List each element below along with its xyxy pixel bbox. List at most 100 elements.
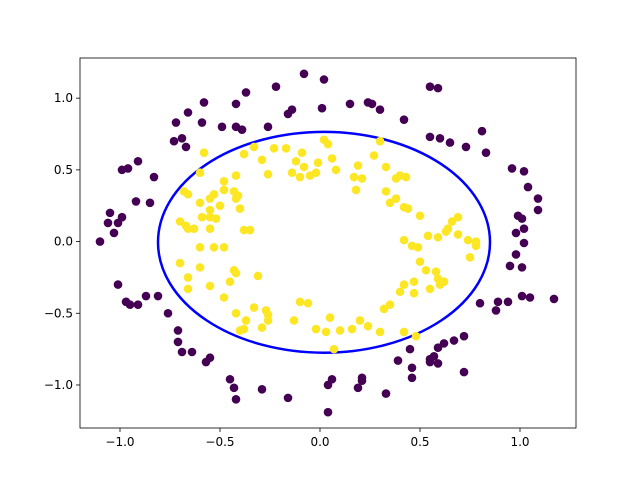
data-point-class-0 xyxy=(481,148,491,157)
data-point-class-0 xyxy=(183,108,193,117)
data-point-class-0 xyxy=(533,205,543,215)
data-point-class-0 xyxy=(549,294,559,304)
y-tick-label: 1.0 xyxy=(54,91,73,105)
data-point-class-1 xyxy=(189,224,199,233)
data-point-class-1 xyxy=(355,316,365,325)
data-point-class-1 xyxy=(447,217,457,226)
data-point-class-0 xyxy=(533,194,543,203)
data-point-class-1 xyxy=(219,243,229,252)
data-point-class-1 xyxy=(245,225,255,235)
data-point-class-1 xyxy=(311,324,321,334)
data-point-class-1 xyxy=(347,324,357,334)
data-point-class-0 xyxy=(319,75,329,84)
data-point-class-0 xyxy=(375,105,385,114)
data-point-class-0 xyxy=(511,228,521,238)
data-point-class-0 xyxy=(201,357,211,367)
data-point-class-1 xyxy=(263,316,273,325)
data-point-class-0 xyxy=(525,293,535,302)
data-point-class-1 xyxy=(399,202,409,212)
y-tick-label: −1.0 xyxy=(44,378,73,392)
data-point-class-1 xyxy=(375,327,385,337)
data-point-class-0 xyxy=(511,250,521,259)
data-point-class-1 xyxy=(239,149,249,159)
data-point-class-1 xyxy=(399,327,409,337)
data-point-class-0 xyxy=(381,389,391,398)
data-point-class-0 xyxy=(197,118,207,127)
data-point-class-1 xyxy=(423,231,433,241)
data-point-class-0 xyxy=(407,363,417,373)
data-point-class-0 xyxy=(475,298,485,308)
data-point-class-1 xyxy=(175,217,185,226)
x-tick-label: 0.5 xyxy=(410,435,429,449)
data-point-class-0 xyxy=(519,224,529,233)
data-point-class-0 xyxy=(177,347,187,357)
data-point-class-0 xyxy=(461,142,471,152)
data-point-class-0 xyxy=(133,156,143,166)
data-point-class-1 xyxy=(463,235,473,245)
data-point-class-0 xyxy=(217,122,227,132)
data-point-class-1 xyxy=(415,211,425,221)
data-point-class-1 xyxy=(363,321,373,331)
data-point-class-0 xyxy=(425,82,435,91)
data-point-class-1 xyxy=(391,194,401,203)
data-point-class-1 xyxy=(233,191,243,200)
data-point-class-1 xyxy=(431,267,441,276)
data-point-class-0 xyxy=(407,373,417,383)
data-point-class-0 xyxy=(231,99,241,109)
data-point-class-1 xyxy=(411,331,421,341)
data-point-class-0 xyxy=(323,380,333,390)
data-point-class-1 xyxy=(183,273,193,282)
data-point-class-1 xyxy=(435,280,445,289)
data-point-class-1 xyxy=(295,297,305,307)
data-point-class-1 xyxy=(415,257,425,266)
data-point-class-1 xyxy=(425,284,435,294)
data-point-class-1 xyxy=(305,171,315,180)
data-point-class-0 xyxy=(519,166,529,176)
data-point-class-1 xyxy=(219,177,229,186)
data-point-class-0 xyxy=(141,291,151,301)
data-point-class-1 xyxy=(239,225,249,235)
data-point-class-1 xyxy=(209,243,219,252)
data-point-class-0 xyxy=(433,83,443,93)
data-point-class-0 xyxy=(241,88,251,97)
data-point-class-0 xyxy=(123,164,133,173)
data-point-class-0 xyxy=(121,297,131,307)
data-point-class-1 xyxy=(205,205,215,215)
data-point-class-0 xyxy=(523,182,533,192)
data-point-class-0 xyxy=(149,172,159,182)
data-point-class-0 xyxy=(231,395,241,404)
data-point-class-1 xyxy=(175,258,185,268)
data-point-class-1 xyxy=(205,194,215,203)
data-point-class-1 xyxy=(325,313,335,322)
x-axis: −1.0 −0.5 0.0 0.5 1.0 xyxy=(105,428,530,449)
data-point-class-1 xyxy=(297,148,307,157)
data-point-class-0 xyxy=(433,359,443,368)
data-point-class-1 xyxy=(183,224,193,233)
data-point-class-1 xyxy=(257,155,267,165)
data-point-class-0 xyxy=(105,208,115,218)
data-point-class-1 xyxy=(399,280,409,289)
data-point-class-1 xyxy=(183,284,193,294)
data-point-class-1 xyxy=(351,185,361,195)
data-point-class-1 xyxy=(327,154,337,163)
data-point-class-0 xyxy=(237,125,247,135)
data-point-class-1 xyxy=(197,212,207,222)
x-tick-label: −0.5 xyxy=(205,435,234,449)
data-point-class-0 xyxy=(323,407,333,417)
data-point-class-0 xyxy=(435,134,445,143)
data-point-class-0 xyxy=(449,336,459,345)
data-point-class-0 xyxy=(405,344,415,354)
data-point-class-1 xyxy=(401,172,411,182)
data-point-class-1 xyxy=(321,327,331,337)
data-point-class-1 xyxy=(421,265,431,275)
y-tick-label: 0.5 xyxy=(54,163,73,177)
data-point-class-1 xyxy=(281,144,291,153)
data-point-class-1 xyxy=(349,172,359,182)
data-point-class-0 xyxy=(225,374,235,384)
data-point-class-0 xyxy=(169,136,179,146)
data-point-class-1 xyxy=(263,169,273,179)
data-point-class-0 xyxy=(171,118,181,127)
data-point-class-1 xyxy=(249,142,259,152)
data-point-class-1 xyxy=(443,224,453,233)
data-point-class-0 xyxy=(113,280,123,289)
